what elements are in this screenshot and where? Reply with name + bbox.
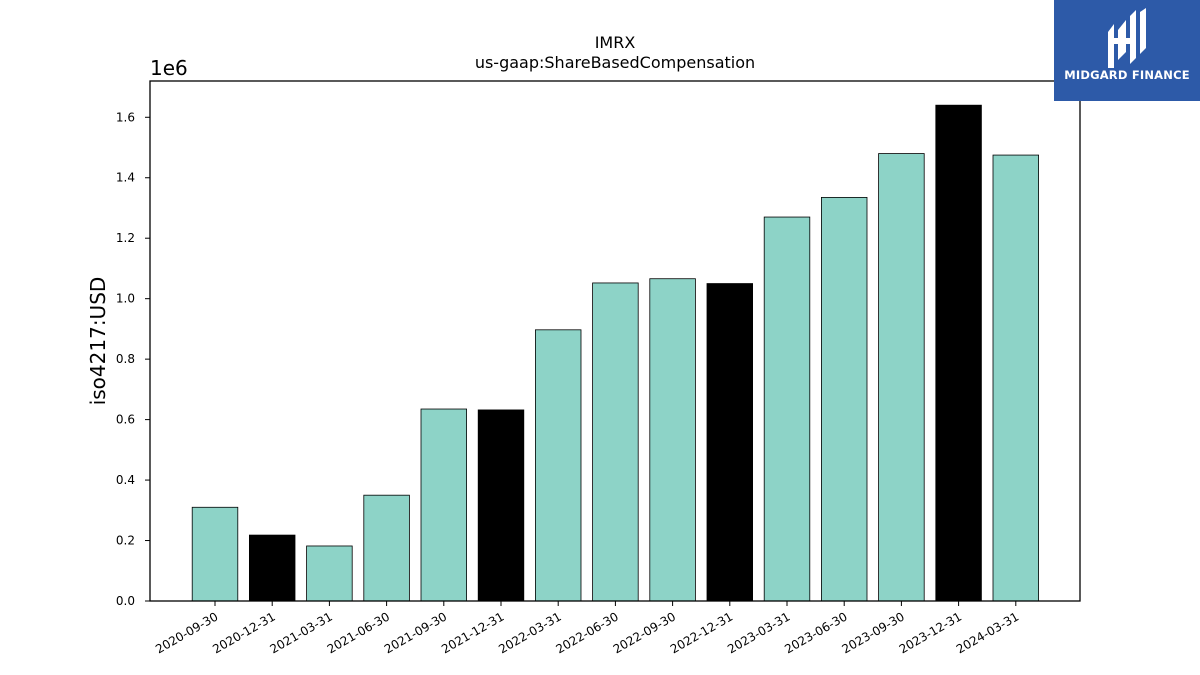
y-tick-label: 0.6: [116, 413, 135, 427]
y-scale-label: 1e6: [150, 56, 188, 80]
chart-title: IMRX: [595, 33, 636, 52]
brand-mark-icon: [1108, 8, 1146, 68]
x-tick-label: 2021-09-30: [382, 609, 449, 656]
bar-2021-03-31: [306, 545, 353, 602]
bar-2020-09-30: [191, 506, 239, 602]
bar-2021-09-30: [420, 408, 467, 602]
bar-2023-06-30: [821, 196, 868, 602]
bar-2022-06-30: [592, 282, 639, 602]
x-tick-label: 2023-06-30: [782, 609, 849, 656]
brand-logo: MIDGARD FINANCE: [1054, 0, 1200, 101]
bar-2024-03-31: [992, 154, 1039, 602]
x-tick-label: 2020-09-30: [153, 609, 220, 656]
bar-2023-03-31: [763, 216, 811, 602]
x-tick-label: 2022-12-31: [668, 609, 735, 656]
bar-2021-12-31: [477, 409, 525, 602]
bar-2022-09-30: [649, 278, 696, 602]
x-tick-label: 2022-06-30: [553, 609, 620, 656]
y-tick-label: 0.4: [116, 473, 135, 487]
chart-subtitle: us-gaap:ShareBasedCompensation: [475, 53, 755, 72]
y-tick-label: 1.6: [116, 110, 135, 124]
x-tick-label: 2021-06-30: [325, 609, 392, 656]
y-tick-label: 1.4: [116, 171, 135, 185]
bar-2021-06-30: [363, 494, 410, 602]
x-tick-label: 2020-12-31: [210, 609, 277, 656]
plot-frame: [149, 80, 1081, 602]
x-tick-label: 2022-09-30: [611, 609, 678, 656]
y-axis-label: iso4217:USD: [86, 277, 110, 406]
x-tick-label: 2022-03-31: [496, 609, 563, 656]
x-tick-label: 2024-03-31: [954, 609, 1021, 656]
y-tick-label: 0.2: [116, 534, 135, 548]
y-tick-label: 1.2: [116, 231, 135, 245]
bar-2022-12-31: [706, 283, 753, 602]
x-tick-label: 2023-09-30: [839, 609, 906, 656]
y-tick-label: 0.8: [116, 352, 135, 366]
y-axis-ticks: 0.0 0.2 0.4 0.6 0.8 1.0 1.2 1.4 1.6: [116, 110, 150, 608]
x-tick-label: 2021-12-31: [439, 609, 506, 656]
x-tick-label: 2023-03-31: [725, 609, 792, 656]
bar-2023-12-31: [935, 104, 982, 602]
x-tick-label: 2021-03-31: [267, 609, 334, 656]
x-axis-ticks: 2020-09-302020-12-312021-03-312021-06-30…: [153, 601, 1021, 656]
y-tick-label: 1.0: [116, 292, 135, 306]
y-tick-label: 0.0: [116, 594, 135, 608]
bar-2023-09-30: [878, 153, 925, 602]
bars: [191, 104, 1039, 602]
bar-2020-12-31: [248, 534, 296, 602]
x-tick-label: 2023-12-31: [897, 609, 964, 656]
brand-name: MIDGARD FINANCE: [1064, 68, 1190, 82]
bar-2022-03-31: [535, 329, 582, 602]
